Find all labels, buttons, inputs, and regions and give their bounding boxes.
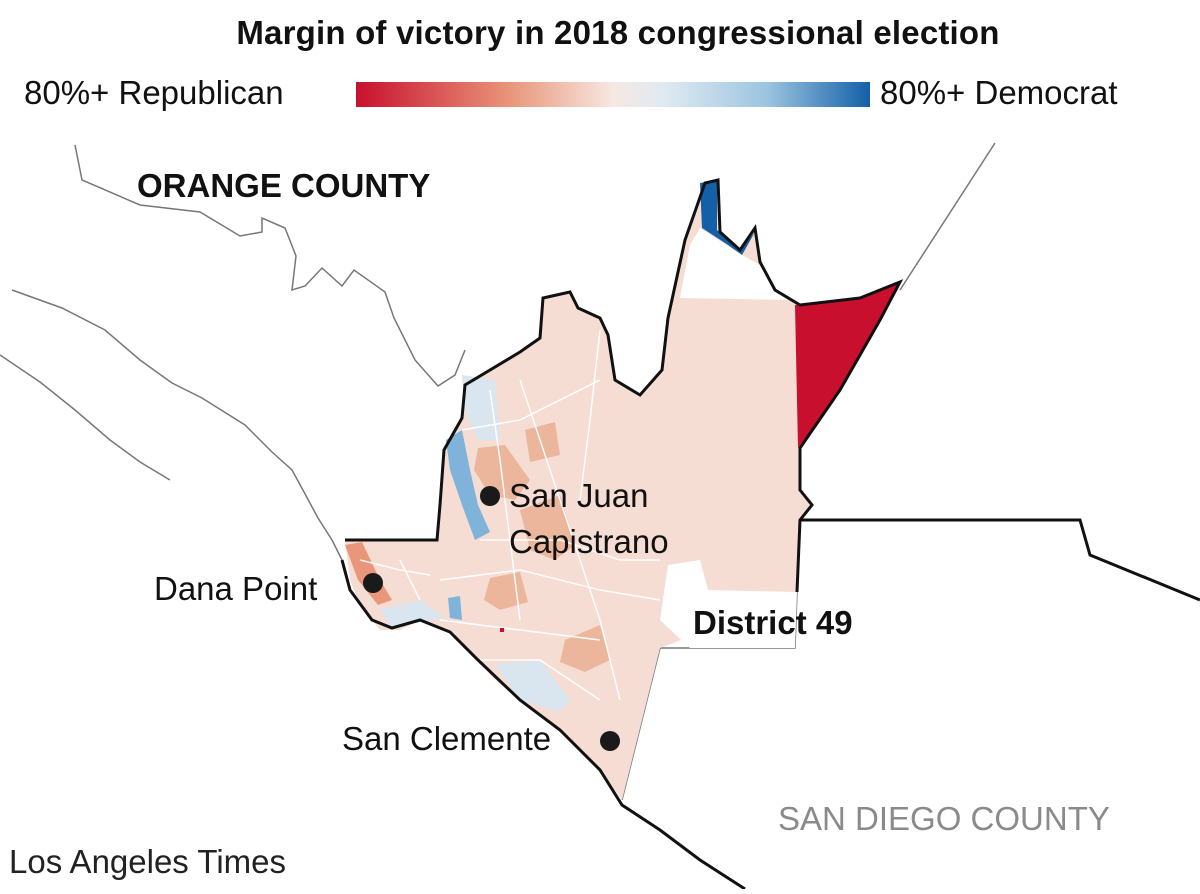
credit-los-angeles-times: Los Angeles Times bbox=[9, 843, 286, 880]
city-marker-san-clemente bbox=[600, 731, 620, 751]
label-san-diego-county: SAN DIEGO COUNTY bbox=[778, 800, 1110, 837]
coastline-south bbox=[340, 559, 746, 891]
precinct-dem-small bbox=[448, 596, 462, 620]
map-title: Margin of victory in 2018 congressional … bbox=[236, 14, 1000, 51]
label-dana-point: Dana Point bbox=[154, 570, 318, 607]
precinct-white-east bbox=[660, 560, 797, 648]
district-49-fill bbox=[345, 180, 900, 800]
precinct-rep-northeast bbox=[795, 282, 900, 448]
precinct-dem-coast bbox=[380, 600, 445, 628]
coastline-north bbox=[11, 289, 343, 561]
orange-county-outline bbox=[74, 144, 466, 387]
precinct-rep-sjc-south bbox=[520, 495, 575, 560]
precinct-lines bbox=[359, 329, 661, 701]
precinct-rep-southeast bbox=[560, 625, 610, 672]
coastline-far-west bbox=[0, 354, 171, 481]
label-san-juan-capistrano-line1: San Juan bbox=[509, 477, 649, 514]
precinct-rep-north bbox=[525, 422, 560, 462]
legend-color-scale bbox=[356, 82, 870, 107]
county-boundary-east bbox=[800, 518, 1200, 602]
city-marker-san-juan-capistrano bbox=[480, 486, 500, 506]
label-san-clemente: San Clemente bbox=[342, 720, 552, 757]
label-orange-county: ORANGE COUNTY bbox=[137, 167, 431, 204]
precinct-dem-north bbox=[700, 180, 755, 255]
precinct-dem-sjc-1 bbox=[446, 430, 490, 540]
county-line-northeast bbox=[899, 142, 996, 291]
precinct-dem-sanclemente bbox=[495, 660, 570, 712]
precinct-white-north bbox=[680, 228, 790, 300]
district-49-outline bbox=[345, 178, 904, 593]
small-red-precinct bbox=[500, 628, 504, 632]
legend-label-democrat: 80%+ Democrat bbox=[880, 74, 1118, 111]
city-marker-dana-point bbox=[363, 573, 383, 593]
legend-label-republican: 80%+ Republican bbox=[24, 74, 284, 111]
label-district-49: District 49 bbox=[693, 604, 853, 641]
label-san-juan-capistrano-line2: Capistrano bbox=[509, 523, 669, 560]
